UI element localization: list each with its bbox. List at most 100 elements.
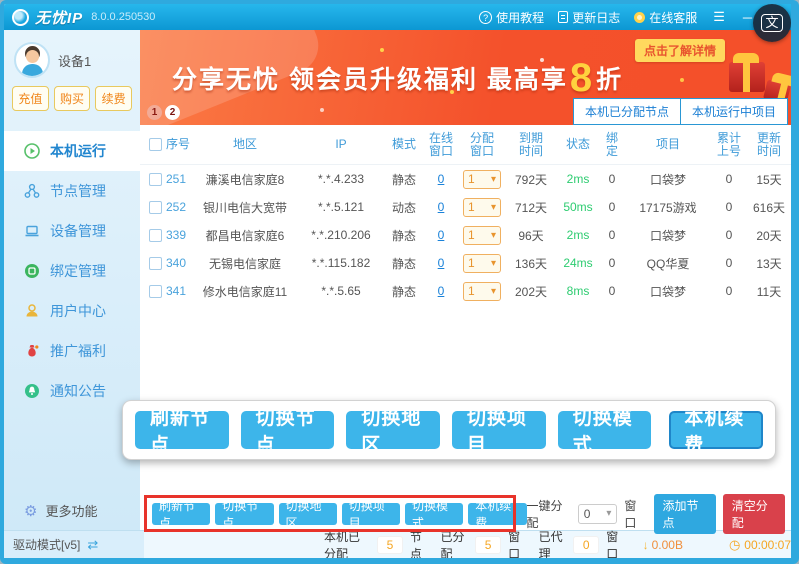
online-window-link[interactable]: 0 [437, 284, 445, 298]
bind-cell: 0 [608, 200, 616, 214]
overlay-action-button[interactable]: 切换项目 [452, 408, 546, 456]
app-version: 8.0.0.250530 [91, 11, 156, 23]
assign-count-select[interactable]: 0 ▾ [577, 503, 618, 524]
play-circle-icon [24, 143, 40, 159]
table-row: 251 濂溪电信家庭8 *.*.4.233 静态 0 1 ▾ 792天 2ms 0… [140, 165, 791, 193]
project-cell: QQ华夏 [646, 256, 690, 271]
tab-running-projects[interactable]: 本机运行中项目 [680, 98, 788, 125]
tutorial-button[interactable]: ? 使用教程 [479, 9, 544, 26]
assigned-window-dropdown[interactable]: 1 ▾ [463, 253, 501, 273]
sidebar-item-device-management[interactable]: 设备管理 [4, 211, 140, 251]
nodes-unit: 节点 [409, 529, 422, 561]
sidebar-item-local-run[interactable]: 本机运行 [4, 131, 140, 171]
region-cell: 无锡电信家庭 [208, 256, 281, 271]
assigned-windows-label: 已分配 [440, 529, 465, 561]
project-cell: 口袋梦 [649, 172, 686, 187]
update-cell: 20天 [756, 228, 782, 243]
clear-assign-button[interactable]: 清空分配 [722, 493, 785, 534]
document-icon [558, 11, 569, 23]
select-all-checkbox[interactable] [149, 138, 162, 151]
chevron-down-icon: ▾ [490, 257, 496, 269]
table-row: 252 银川电信大宽带 *.*.5.121 动态 0 1 ▾ 712天 50ms … [140, 193, 791, 221]
device-name: 设备1 [58, 53, 92, 69]
sidebar-item-user-center[interactable]: 用户中心 [4, 291, 140, 331]
minimize-button[interactable]: ─ [742, 9, 753, 25]
action-bar: 刷新节点 切换节点 切换地区 切换项目 切换模式 本机续费 一键分配 0 ▾ 窗口 添加节… [152, 493, 785, 534]
avatar [14, 42, 50, 78]
download-arrow-icon: ↓ [642, 537, 649, 552]
add-node-button[interactable]: 添加节点 [653, 493, 716, 534]
titlebar: 无忧IP 8.0.0.250530 ? 使用教程 更新日志 在线客服 ☰ ─ ✕ [4, 4, 791, 30]
overlay-action-button[interactable]: 切换模式 [557, 408, 652, 456]
app-logo-icon [12, 8, 29, 26]
action-button[interactable]: 本机续费 [468, 499, 527, 530]
row-checkbox[interactable] [149, 172, 162, 186]
account-button[interactable]: 购买 [53, 86, 91, 111]
headset-icon [634, 11, 646, 23]
account-button[interactable]: 续费 [95, 86, 133, 111]
latency-cell: 50ms [563, 200, 593, 214]
translate-overlay-icon[interactable]: 文 [753, 4, 791, 42]
online-window-link[interactable]: 0 [437, 228, 445, 242]
changelog-button[interactable]: 更新日志 [558, 9, 620, 26]
swap-icon[interactable]: ⇄ [87, 536, 99, 552]
menu-hamburger-icon[interactable]: ☰ [713, 9, 725, 24]
support-button[interactable]: 在线客服 [634, 9, 697, 26]
region-cell: 银川电信大宽带 [202, 200, 287, 215]
overlay-action-button[interactable]: 切换地区 [346, 408, 441, 456]
account-button[interactable]: 充值 [12, 86, 49, 111]
assigned-window-dropdown[interactable]: 1 ▾ [463, 281, 501, 301]
total-logins-cell: 0 [725, 256, 733, 270]
banner-slogan: 分享无忧 领会员升级福利 最高享 8 折 [172, 56, 624, 100]
chevron-down-icon: ▾ [490, 229, 496, 241]
gift-decoration [729, 53, 765, 92]
overlay-action-button[interactable]: 切换节点 [240, 408, 335, 456]
mode-cell: 静态 [391, 228, 416, 243]
latency-cell: 2ms [566, 228, 590, 242]
network-nodes-icon [24, 183, 40, 199]
action-button[interactable]: 刷新节点 [152, 499, 211, 530]
overlay-action-button[interactable]: 刷新节点 [135, 408, 229, 456]
action-button[interactable]: 切换项目 [341, 499, 400, 530]
online-window-link[interactable]: 0 [437, 256, 445, 270]
assigned-window-dropdown[interactable]: 1 ▾ [463, 225, 501, 245]
online-window-link[interactable]: 0 [437, 172, 445, 186]
tab-assigned-nodes[interactable]: 本机已分配节点 [572, 98, 681, 125]
promo-banner[interactable]: 分享无忧 领会员升级福利 最高享 8 折 点击了解详情 1 2 本机已分配节点 本机… [140, 30, 791, 125]
expire-cell: 96天 [518, 228, 544, 243]
row-checkbox[interactable] [149, 256, 162, 270]
action-button[interactable]: 切换模式 [405, 499, 464, 530]
ip-cell: *.*.4.233 [317, 172, 365, 186]
mode-cell: 静态 [391, 284, 416, 299]
traffic-value: 0.00B [651, 537, 683, 552]
row-checkbox[interactable] [149, 228, 162, 242]
update-cell: 11天 [756, 284, 782, 299]
more-functions-button[interactable]: ⚙ 更多功能 [24, 502, 98, 520]
action-button[interactable]: 切换节点 [215, 499, 274, 530]
sidebar-item-binding-management[interactable]: 绑定管理 [4, 251, 140, 291]
overlay-action-button[interactable]: 本机续费 [669, 408, 764, 456]
banner-detail-badge[interactable]: 点击了解详情 [634, 39, 725, 62]
region-cell: 濂溪电信家庭8 [205, 172, 285, 187]
latency-cell: 2ms [566, 172, 590, 186]
driver-mode-label: 驱动模式[v5] [13, 538, 81, 552]
row-checkbox[interactable] [149, 200, 162, 214]
assigned-window-dropdown[interactable]: 1 ▾ [463, 169, 501, 189]
sidebar-item-node-management[interactable]: 节点管理 [4, 171, 140, 211]
expire-cell: 792天 [514, 172, 548, 187]
chevron-down-icon: ▾ [606, 508, 612, 519]
latency-cell: 8ms [566, 284, 590, 298]
account-buttons: 充值 购买 续费 [4, 86, 140, 111]
main-panel: 分享无忧 领会员升级福利 最高享 8 折 点击了解详情 1 2 本机已分配节点 本机… [140, 30, 791, 530]
row-checkbox[interactable] [149, 284, 162, 298]
window-label: 窗口 [624, 498, 637, 530]
sidebar-item-promotion[interactable]: 推广福利 [4, 331, 140, 371]
mode-cell: 静态 [391, 256, 416, 271]
assigned-window-dropdown[interactable]: 1 ▾ [463, 197, 501, 217]
bind-cell: 0 [608, 228, 616, 242]
sidebar-item-announcements[interactable]: 通知公告 [4, 371, 140, 411]
online-window-link[interactable]: 0 [437, 200, 445, 214]
action-button[interactable]: 切换地区 [278, 499, 337, 530]
action-buttons: 刷新节点 切换节点 切换地区 切换项目 切换模式 本机续费 [152, 499, 527, 530]
